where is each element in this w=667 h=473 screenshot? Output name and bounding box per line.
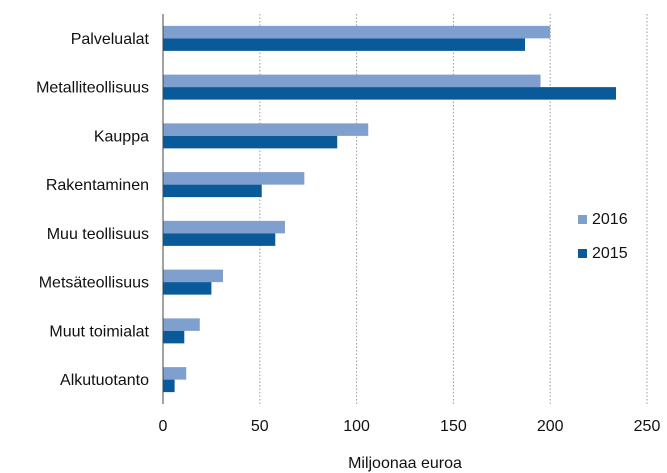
- category-labels: Palvelualat Metalliteollisuus Kauppa Rakent…: [36, 31, 149, 389]
- x-tick-label: 50: [251, 418, 269, 435]
- category-label: Rakentaminen: [46, 177, 149, 194]
- bar-2016-4: [163, 220, 285, 234]
- bar-2015-3: [163, 184, 262, 198]
- x-tick-label: 0: [159, 418, 168, 435]
- bar-2015-4: [163, 233, 276, 246]
- legend-label: 2016: [592, 211, 628, 228]
- bar-2016-0: [163, 25, 551, 39]
- legend-swatch-2016: [578, 215, 587, 224]
- bar-2015-6: [163, 330, 185, 344]
- x-tick-label: 200: [537, 418, 564, 435]
- bar-2016-6: [163, 318, 200, 331]
- x-tick-label: 150: [440, 418, 467, 435]
- x-axis-title: Miljoonaa euroa: [348, 455, 462, 472]
- category-label: Muut toimialat: [49, 323, 149, 340]
- legend-label: 2015: [592, 245, 628, 262]
- bar-2015-1: [163, 87, 617, 100]
- category-label: Alkutuotanto: [60, 372, 149, 389]
- legend-swatch-2015: [578, 249, 587, 258]
- bar-2016-7: [163, 367, 187, 380]
- grid-lines: [259, 14, 648, 404]
- bar-2015-5: [163, 282, 212, 295]
- bar-2015-0: [163, 38, 526, 51]
- category-label: Palvelualat: [71, 31, 150, 48]
- bar-2015-7: [163, 379, 175, 393]
- legend: 2016 2015: [578, 211, 628, 262]
- bar-2016-3: [163, 172, 305, 185]
- x-tick-labels: 0 50 100 150 200 250: [159, 418, 661, 435]
- bar-2016-2: [163, 123, 369, 136]
- category-label: Metsäteollisuus: [39, 275, 149, 292]
- category-label: Kauppa: [94, 128, 149, 145]
- category-label: Muu teollisuus: [47, 226, 149, 243]
- bars: [163, 25, 617, 393]
- x-tick-label: 250: [634, 418, 661, 435]
- x-tick-label: 100: [343, 418, 370, 435]
- bar-2015-2: [163, 135, 338, 149]
- bar-2016-1: [163, 74, 541, 88]
- bar-2016-5: [163, 269, 224, 283]
- category-label: Metalliteollisuus: [36, 80, 149, 97]
